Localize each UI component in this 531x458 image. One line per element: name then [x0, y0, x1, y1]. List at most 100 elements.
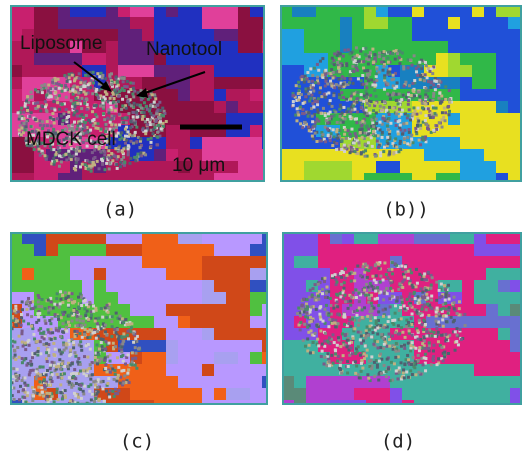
texture: [310, 94, 313, 97]
texture: [77, 357, 80, 360]
texture: [472, 89, 484, 101]
texture: [162, 122, 165, 125]
texture: [64, 89, 67, 92]
caption: (a): [103, 199, 137, 221]
texture: [92, 161, 95, 164]
texture: [38, 380, 41, 383]
texture: [357, 331, 360, 334]
texture: [83, 90, 86, 93]
texture: [105, 340, 108, 343]
texture: [362, 67, 365, 70]
texture: [91, 110, 94, 113]
texture: [346, 371, 349, 374]
texture: [331, 274, 334, 277]
texture: [119, 165, 122, 168]
texture: [45, 373, 48, 376]
texture: [43, 378, 46, 381]
texture: [76, 86, 79, 89]
texture: [22, 280, 34, 292]
texture: [382, 150, 385, 153]
texture: [412, 173, 424, 185]
texture: [366, 315, 369, 318]
texture: [44, 105, 47, 108]
texture: [155, 118, 158, 121]
texture: [402, 67, 405, 70]
texture: [331, 318, 334, 321]
texture: [71, 301, 74, 304]
texture: [106, 292, 118, 304]
texture: [82, 320, 85, 323]
texture: [0, 355, 2, 358]
texture: [403, 129, 406, 132]
texture: [24, 384, 27, 387]
texture: [56, 388, 59, 391]
texture: [472, 113, 484, 125]
texture: [406, 142, 409, 145]
texture: [96, 325, 99, 328]
texture: [20, 126, 23, 129]
texture: [111, 325, 114, 328]
texture: [313, 100, 316, 103]
texture: [69, 399, 72, 402]
texture: [130, 376, 142, 388]
texture: [422, 319, 425, 322]
texture: [403, 275, 406, 278]
texture: [383, 146, 386, 149]
texture: [77, 396, 80, 399]
texture: [339, 368, 342, 371]
texture: [306, 298, 309, 301]
texture: [82, 17, 94, 29]
texture: [369, 310, 372, 313]
texture: [18, 115, 21, 118]
texture: [412, 29, 424, 41]
texture: [202, 256, 214, 268]
texture: [72, 102, 75, 105]
texture: [409, 304, 412, 307]
texture: [333, 63, 336, 66]
texture: [403, 307, 406, 310]
texture: [154, 400, 166, 412]
texture: [39, 352, 42, 355]
texture: [294, 268, 306, 280]
texture: [370, 78, 373, 81]
texture: [364, 47, 367, 50]
texture: [352, 29, 364, 41]
texture: [464, 324, 467, 327]
texture: [460, 101, 472, 113]
texture: [377, 304, 380, 307]
texture: [378, 376, 390, 388]
texture: [238, 376, 250, 388]
texture: [321, 73, 324, 76]
texture: [403, 344, 406, 347]
texture: [69, 353, 72, 356]
texture: [101, 74, 104, 77]
texture: [214, 89, 226, 101]
texture: [190, 77, 202, 89]
texture: [370, 136, 373, 139]
texture: [147, 138, 150, 141]
texture: [178, 268, 190, 280]
texture: [454, 330, 457, 333]
texture: [319, 86, 322, 89]
texture: [312, 351, 315, 354]
texture: [355, 121, 358, 124]
texture: [354, 352, 357, 355]
texture: [49, 407, 52, 410]
texture: [202, 137, 214, 149]
texture: [315, 140, 318, 143]
texture: [76, 330, 79, 333]
texture: [46, 408, 49, 411]
texture: [444, 85, 447, 88]
texture: [435, 311, 438, 314]
texture: [102, 112, 105, 115]
texture: [328, 318, 331, 321]
texture: [427, 67, 430, 70]
texture: [372, 109, 375, 112]
texture: [214, 244, 226, 256]
texture: [450, 352, 462, 364]
texture: [373, 361, 376, 364]
texture: [405, 371, 408, 374]
texture: [106, 117, 109, 120]
texture: [372, 125, 375, 128]
texture: [121, 151, 124, 154]
